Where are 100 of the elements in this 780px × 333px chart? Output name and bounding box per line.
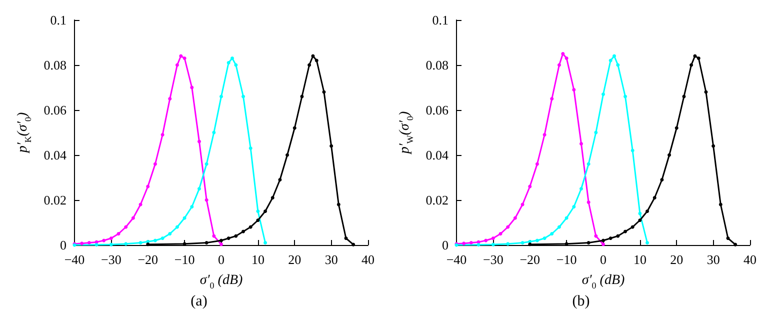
- point: [336, 202, 340, 206]
- point: [674, 126, 678, 130]
- point: [264, 241, 268, 244]
- point: [153, 162, 157, 166]
- point: [87, 241, 91, 244]
- point: [220, 238, 223, 242]
- x-tick-label: 30: [324, 252, 338, 267]
- point: [212, 234, 216, 238]
- point: [520, 241, 524, 244]
- point: [602, 242, 605, 246]
- point: [197, 187, 201, 190]
- x-tick-label: 10: [633, 252, 646, 267]
- point: [535, 162, 539, 166]
- point: [256, 210, 260, 213]
- x-tick-label: −20: [138, 252, 158, 267]
- x-tick-label: 40: [362, 252, 374, 267]
- point: [256, 218, 260, 222]
- x-tick-label: −30: [101, 252, 122, 267]
- text: (a): [190, 294, 208, 310]
- point: [109, 242, 113, 246]
- point: [248, 146, 252, 150]
- point: [175, 63, 179, 67]
- point: [624, 94, 628, 98]
- point: [160, 236, 164, 240]
- point: [528, 242, 532, 246]
- point: [586, 200, 590, 204]
- x-tick-label: 10: [251, 252, 264, 267]
- point: [579, 142, 583, 146]
- point: [146, 184, 150, 188]
- point: [602, 92, 605, 96]
- point: [594, 130, 598, 134]
- point: [561, 52, 565, 56]
- point: [226, 236, 230, 240]
- point: [506, 242, 510, 246]
- y-tick-label: 0.04: [44, 148, 67, 162]
- point: [292, 126, 296, 130]
- point: [557, 225, 561, 229]
- point: [638, 218, 642, 222]
- y-tick-label: 0.02: [44, 192, 66, 208]
- point: [264, 210, 268, 213]
- point: [212, 130, 216, 134]
- point: [94, 243, 98, 247]
- text: (b): [572, 294, 590, 310]
- point: [197, 140, 201, 144]
- x-tick-label: −10: [556, 252, 577, 267]
- point: [594, 234, 598, 238]
- y-axis-title: p′W(σ′0): [398, 110, 415, 155]
- point: [314, 58, 318, 62]
- point: [586, 241, 590, 244]
- point: [469, 241, 473, 244]
- point: [124, 225, 128, 229]
- point: [286, 153, 290, 157]
- point: [646, 210, 650, 213]
- point: [572, 88, 576, 92]
- point: [102, 238, 106, 242]
- point: [330, 144, 334, 148]
- point: [712, 144, 716, 148]
- point: [646, 241, 650, 244]
- x-tick-label: 30: [706, 252, 720, 267]
- point: [542, 133, 546, 136]
- x-tick-label: −20: [520, 252, 540, 267]
- x-tick-label: −40: [64, 252, 85, 267]
- x-tick-label: −30: [483, 252, 504, 267]
- point: [608, 236, 612, 240]
- point: [630, 225, 634, 229]
- point: [484, 238, 488, 242]
- point: [528, 184, 532, 188]
- point: [204, 241, 208, 244]
- point: [550, 97, 554, 100]
- x-tick-label: 0: [218, 252, 224, 267]
- point: [131, 216, 135, 220]
- y-tick-label: 0.06: [426, 102, 449, 118]
- y-tick-label: 0.1: [50, 12, 66, 28]
- point: [462, 242, 466, 246]
- point: [109, 236, 113, 240]
- point: [175, 225, 179, 229]
- point: [506, 225, 510, 229]
- x-tick-label: 40: [744, 252, 756, 267]
- point: [220, 94, 223, 98]
- point: [668, 153, 672, 157]
- point: [344, 236, 348, 240]
- y-tick-label: 0.1: [432, 12, 448, 28]
- point: [190, 86, 194, 90]
- x-tick-label: 20: [670, 252, 684, 267]
- y-tick-label: 0.08: [426, 58, 448, 72]
- point: [308, 63, 312, 67]
- x-tick-label: 0: [600, 252, 606, 267]
- point: [138, 241, 142, 244]
- x-tick-label: −10: [174, 252, 195, 267]
- x-tick-label: −40: [446, 252, 467, 267]
- point: [652, 196, 656, 200]
- point: [630, 148, 634, 152]
- point: [513, 216, 517, 220]
- point: [248, 225, 252, 229]
- point: [182, 56, 186, 60]
- y-tick-label: 0.04: [426, 148, 449, 162]
- point: [612, 54, 616, 58]
- point: [476, 243, 480, 247]
- point: [160, 133, 164, 136]
- point: [572, 205, 576, 208]
